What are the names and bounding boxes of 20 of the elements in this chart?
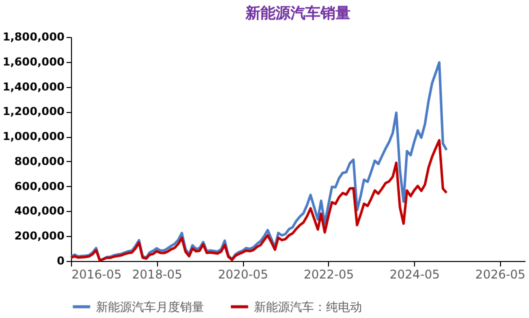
x-tick-label: 2022-05 [304,268,354,282]
line-series [70,139,448,262]
y-tick-label: 1,800,000 [2,30,65,44]
x-tick-label: 2020-05 [218,268,268,282]
y-tick-label: 1,000,000 [2,130,65,144]
chart-title: 新能源汽车销量 [244,4,350,22]
y-tick-label: 200,000 [14,230,65,243]
x-tick-label: 2016-05 [72,268,122,282]
y-tick-label: 1,400,000 [2,80,65,94]
x-tick-label: 2026-05 [475,268,526,282]
x-tick-label: 2024-05 [390,268,440,282]
y-tick-label: 1,600,000 [2,55,65,68]
y-tick-label: 800,000 [14,154,65,168]
legend-label: 新能源汽车：纯电动 [254,300,362,314]
y-tick-label: 600,000 [14,180,65,193]
legend-label: 新能源汽车月度销量 [96,300,204,314]
y-tick-label: 400,000 [14,204,65,218]
y-tick-label: 1,200,000 [2,105,65,118]
x-tick-label: 2018-05 [132,268,182,282]
y-tick-label: 0 [56,254,65,268]
